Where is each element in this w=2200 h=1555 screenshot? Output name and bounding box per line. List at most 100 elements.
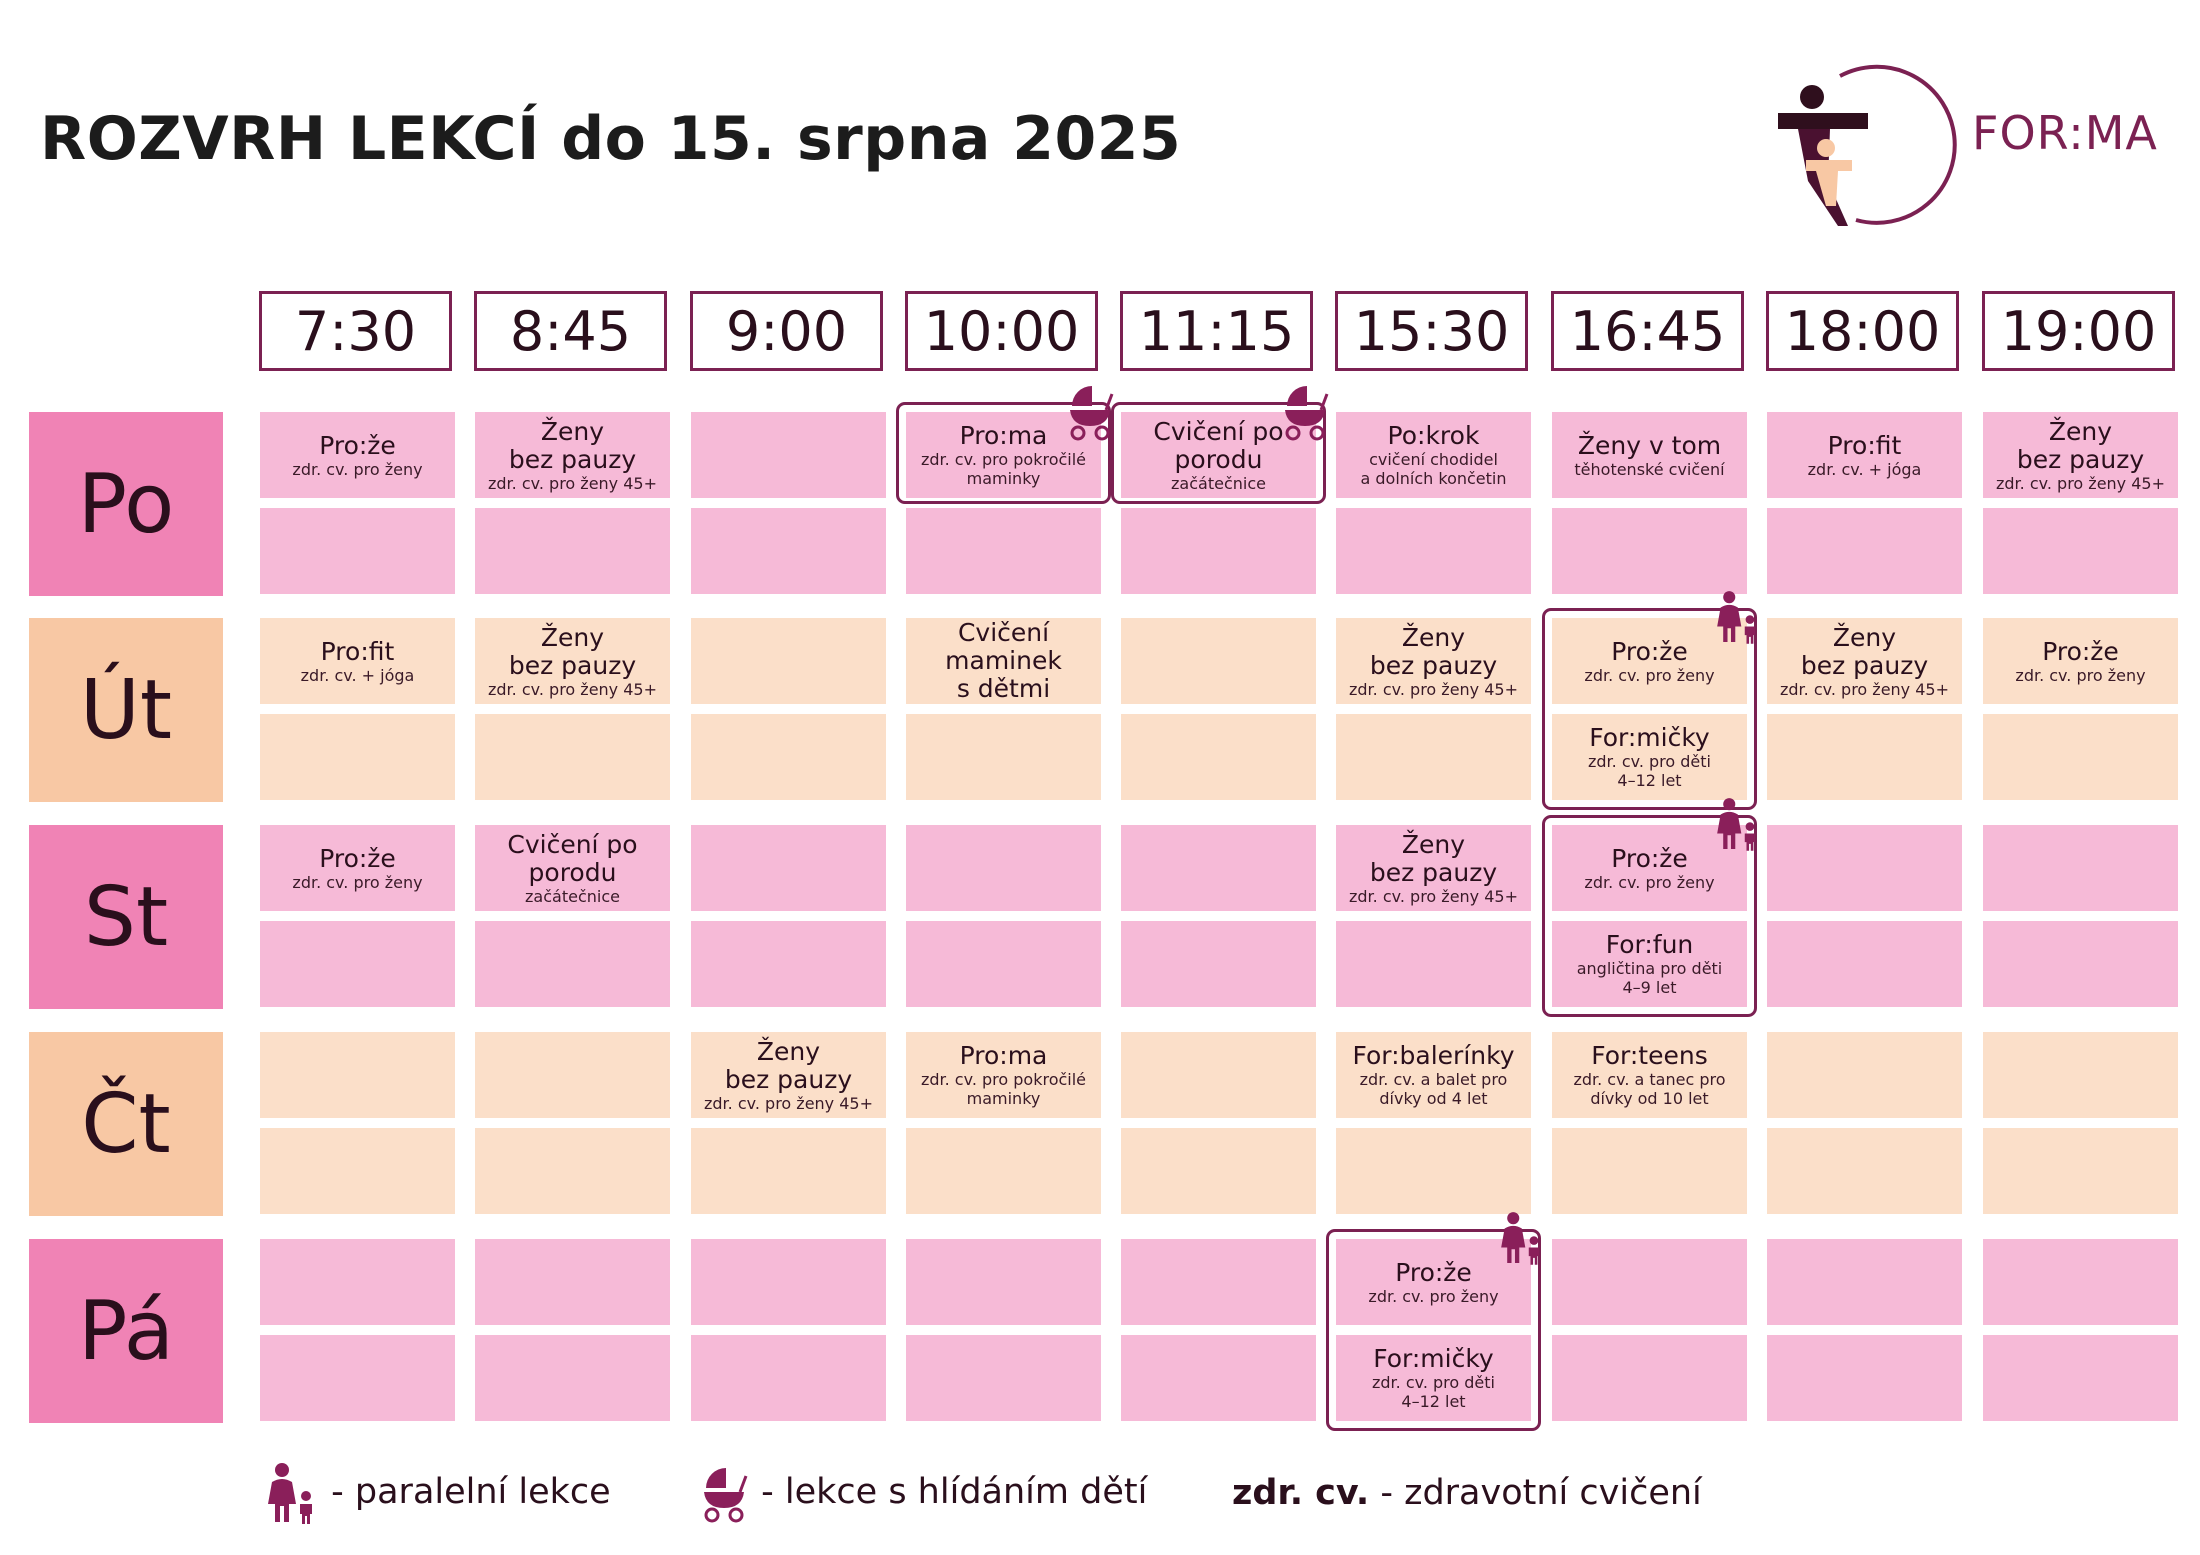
lesson-cell[interactable]: Pro:že zdr. cv. pro ženy [1552, 825, 1747, 911]
lesson-name: For:mičky [1373, 1344, 1494, 1373]
lesson-cell [691, 508, 886, 594]
lesson-cell[interactable]: Ženy bez pauzy zdr. cv. pro ženy 45+ [475, 412, 670, 498]
legend-abbr-text: - zdravotní cvičení [1380, 1473, 1702, 1513]
lesson-cell [1336, 921, 1531, 1007]
lesson-description: zdr. cv. pro ženy [292, 459, 423, 479]
lesson-cell[interactable]: For:fun angličtina pro děti 4–9 let [1552, 921, 1747, 1007]
lesson-cell[interactable]: Pro:fit zdr. cv. + jóga [260, 618, 455, 704]
lesson-cell [475, 1335, 670, 1421]
lesson-name: For:fun [1605, 930, 1694, 959]
lesson-cell [260, 1032, 455, 1118]
lesson-name: Pro:že [319, 430, 396, 460]
lesson-cell[interactable]: Ženy bez pauzy zdr. cv. pro ženy 45+ [475, 618, 670, 704]
lesson-cell[interactable]: Cvičení po porodu začátečnice [475, 825, 670, 911]
lesson-cell[interactable]: Ženy bez pauzy zdr. cv. pro ženy 45+ [1983, 412, 2178, 498]
lesson-description: zdr. cv. pro ženy [2015, 665, 2146, 685]
lesson-cell[interactable]: Ženy v tom těhotenské cvičení [1552, 412, 1747, 498]
lesson-description: zdr. cv. pro ženy 45+ [488, 679, 657, 699]
lesson-name: Pro:ma [959, 421, 1048, 450]
lesson-cell [1767, 714, 1962, 800]
lesson-cell[interactable]: Po:krok cvičení chodidel a dolních končeti… [1336, 412, 1531, 498]
lesson-cell[interactable]: Cvičení po porodu začátečnice [1121, 412, 1316, 498]
lesson-cell [691, 1335, 886, 1421]
lesson-cell[interactable]: Ženy bez pauzy zdr. cv. pro ženy 45+ [691, 1032, 886, 1118]
lesson-cell [691, 714, 886, 800]
lesson-cell[interactable]: Ženy bez pauzy zdr. cv. pro ženy 45+ [1336, 825, 1531, 911]
day-label-0: Po [29, 412, 223, 596]
lesson-cell [1983, 921, 2178, 1007]
lesson-cell[interactable]: Pro:ma zdr. cv. pro pokročilé maminky [906, 412, 1101, 498]
lesson-cell[interactable]: Cvičení maminek s dětmi [906, 618, 1101, 704]
lesson-name: Pro:fit [320, 636, 395, 666]
lesson-description: zdr. cv. pro ženy [1368, 1286, 1499, 1306]
forma-logo: FOR:MA [1768, 56, 2188, 236]
time-slot-19-00: 19:00 [1982, 291, 2175, 371]
legend-childcare-text: - lekce s hlídáním dětí [761, 1472, 1148, 1512]
lesson-cell[interactable]: Pro:fit zdr. cv. + jóga [1767, 412, 1962, 498]
lesson-cell [1121, 921, 1316, 1007]
lesson-cell [475, 1239, 670, 1325]
lesson-cell [1767, 921, 1962, 1007]
lesson-name: Ženy bez pauzy [508, 416, 637, 474]
lesson-cell [1121, 1032, 1316, 1118]
lesson-name: Ženy bez pauzy [508, 622, 637, 680]
lesson-cell[interactable]: For:mičky zdr. cv. pro děti 4–12 let [1552, 714, 1747, 800]
lesson-name: Pro:že [319, 843, 396, 873]
lesson-description: zdr. cv. pro ženy 45+ [1349, 679, 1518, 699]
time-slot-8-45: 8:45 [474, 291, 667, 371]
lesson-description: zdr. cv. pro ženy [1584, 872, 1715, 892]
lesson-cell[interactable]: Ženy bez pauzy zdr. cv. pro ženy 45+ [1767, 618, 1962, 704]
lesson-cell[interactable]: Pro:že zdr. cv. pro ženy [1336, 1239, 1531, 1325]
lesson-cell[interactable]: For:balerínky zdr. cv. a balet pro dívky o… [1336, 1032, 1531, 1118]
lesson-cell[interactable]: Pro:ma zdr. cv. pro pokročilé maminky [906, 1032, 1101, 1118]
time-slot-18-00: 18:00 [1766, 291, 1959, 371]
logo-mark-icon [1778, 64, 1957, 226]
lesson-cell [906, 714, 1101, 800]
page-title: ROZVRH LEKCÍ do 15. srpna 2025 [40, 104, 1182, 174]
lesson-cell [691, 618, 886, 704]
lesson-cell[interactable]: Ženy bez pauzy zdr. cv. pro ženy 45+ [1336, 618, 1531, 704]
lesson-name: Ženy bez pauzy [724, 1036, 853, 1094]
lesson-cell[interactable]: For:mičky zdr. cv. pro děti 4–12 let [1336, 1335, 1531, 1421]
lesson-cell [475, 714, 670, 800]
lesson-cell [1983, 825, 2178, 911]
lesson-cell [1121, 1335, 1316, 1421]
lesson-cell[interactable]: Pro:že zdr. cv. pro ženy [260, 412, 455, 498]
lesson-cell [1121, 618, 1316, 704]
lesson-description: zdr. cv. + jóga [300, 665, 415, 685]
lesson-description: zdr. cv. pro pokročilé maminky [920, 450, 1087, 488]
lesson-name: Pro:fit [1827, 430, 1902, 460]
time-slot-10-00: 10:00 [905, 291, 1098, 371]
lesson-cell[interactable]: Pro:že zdr. cv. pro ženy [1983, 618, 2178, 704]
brand-name: FOR:MA [1972, 106, 2158, 160]
lesson-cell [1767, 825, 1962, 911]
lesson-name: Pro:že [1611, 636, 1688, 666]
legend-abbr: zdr. cv. [1232, 1473, 1370, 1513]
lesson-name: Ženy bez pauzy [2016, 416, 2145, 474]
lesson-cell [1336, 714, 1531, 800]
day-label-1: Út [29, 618, 223, 802]
lesson-cell[interactable]: Pro:že zdr. cv. pro ženy [1552, 618, 1747, 704]
lesson-cell [1767, 1239, 1962, 1325]
time-slot-16-45: 16:45 [1551, 291, 1744, 371]
lesson-description: těhotenské cvičení [1574, 459, 1725, 479]
lesson-cell [475, 1032, 670, 1118]
lesson-name: Cvičení po porodu [1153, 416, 1284, 474]
lesson-cell [475, 921, 670, 1007]
lesson-description: zdr. cv. a tanec pro dívky od 10 let [1573, 1070, 1726, 1108]
lesson-name: Pro:že [1395, 1257, 1472, 1287]
lesson-name: Ženy bez pauzy [1369, 622, 1498, 680]
lesson-cell [1983, 1128, 2178, 1214]
lesson-cell [1983, 1335, 2178, 1421]
lesson-description: zdr. cv. pro pokročilé maminky [920, 1070, 1087, 1108]
lesson-cell [1767, 1032, 1962, 1118]
lesson-cell[interactable]: For:teens zdr. cv. a tanec pro dívky od 10… [1552, 1032, 1747, 1118]
lesson-cell [1552, 1239, 1747, 1325]
lesson-cell [1121, 825, 1316, 911]
lesson-cell [260, 1335, 455, 1421]
lesson-cell[interactable]: Pro:že zdr. cv. pro ženy [260, 825, 455, 911]
lesson-cell [906, 825, 1101, 911]
parent-child-icon [268, 1463, 312, 1524]
lesson-cell [691, 825, 886, 911]
time-slot-7-30: 7:30 [259, 291, 452, 371]
